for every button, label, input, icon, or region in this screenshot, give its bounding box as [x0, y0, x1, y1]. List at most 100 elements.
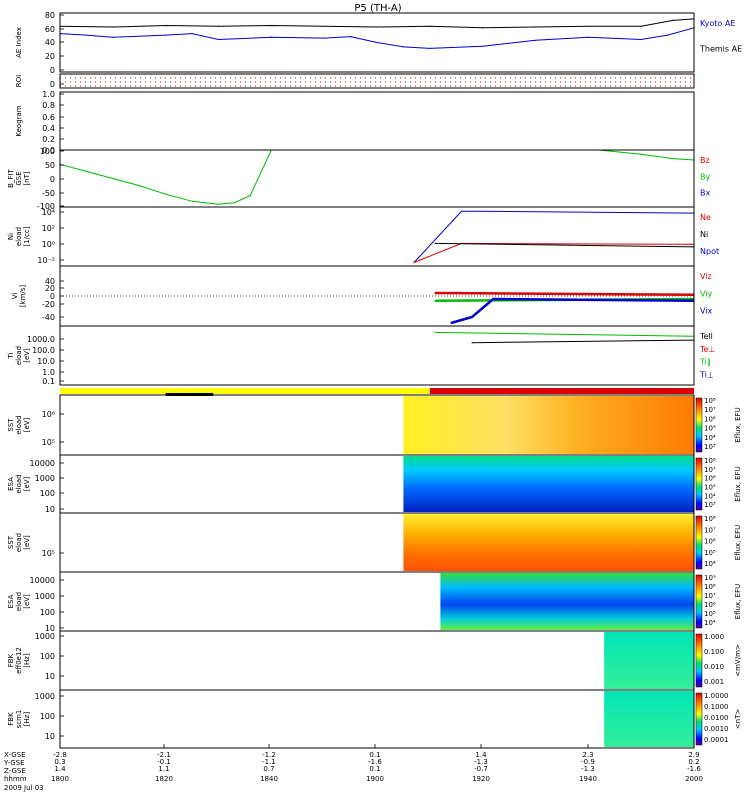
xtick-label-row-3: 1.1	[158, 765, 169, 773]
legend-ti-1: Tell	[699, 332, 713, 341]
series-line-by	[59, 149, 695, 205]
ytick-label-ti: 1.0	[42, 368, 55, 377]
legend-ni-1: Ne	[700, 213, 711, 222]
data-point-kyoto-ae	[323, 37, 325, 39]
colorbar-tick-esa_i: 10⁶	[704, 475, 716, 483]
colorbar-esa_e	[695, 574, 703, 629]
colorbar-tick-sst_i: 10⁷	[704, 406, 716, 414]
ylabel-bfit: GSE	[15, 171, 23, 185]
xtick-label-time: 1820	[155, 775, 173, 783]
xtick-label-row-3: -1.3	[581, 765, 595, 773]
ylabel-keogram: Keogram	[15, 105, 23, 136]
colorbar-fbk_e	[695, 633, 703, 688]
data-point-themis-ae	[270, 24, 272, 27]
colorbar-tick-esa_e: 10⁴	[704, 619, 716, 627]
xtick-label-time: 1940	[579, 775, 597, 783]
data-point-by	[85, 170, 87, 172]
xtick-label-row-2: -0.1	[157, 758, 171, 766]
ylabel-roi: ROI	[15, 75, 23, 87]
ylabel-ti: [eV]	[23, 348, 31, 363]
xaxis-row-label: Z-GSE	[4, 767, 26, 775]
ylabel-ni: [1/cc]	[23, 226, 31, 246]
legend-vi-1: Viz	[700, 272, 712, 281]
data-point-themis-ae	[672, 19, 674, 21]
ylabel-ae: AE Index	[15, 27, 23, 58]
ytick-label-esa_e: 1000	[35, 592, 55, 601]
spectrogram-sst_e	[403, 514, 694, 571]
data-point-by	[112, 177, 114, 180]
legend-ni-2: Ni	[700, 230, 708, 239]
colorbar-tick-sst_i: 10⁵	[704, 425, 716, 433]
data-point-themis-ae	[323, 25, 325, 27]
xaxis-row-label: Y-GSE	[3, 759, 25, 767]
data-point-kyoto-ae	[482, 45, 484, 47]
colorbar-tick-fbk_b: 0.0001	[704, 736, 729, 744]
xtick-label-time: 1800	[51, 775, 69, 783]
data-point-kyoto-ae	[85, 34, 87, 36]
data-point-by	[249, 195, 251, 197]
colorbar-tick-sst_i: 10⁴	[704, 434, 716, 442]
ylabel-fbk_b: FBK	[7, 712, 15, 726]
ytick-label-vi: 40	[45, 277, 55, 286]
xtick-label-row-1: -1.2	[262, 751, 276, 759]
ytick-label-sst_e: 10⁵	[42, 549, 55, 558]
ytick-label-ae: 80	[45, 11, 55, 20]
ytick-label-esa_e: 100	[40, 608, 55, 617]
ytick-label-fbk_e: 1000	[35, 632, 55, 641]
legend-ti-3: Ti∥	[699, 358, 711, 367]
ytick-label-ti: 1000.0	[27, 335, 55, 344]
ytick-label-bfit: 0	[50, 175, 55, 184]
ylabel-bfit: B_FIT	[7, 168, 15, 187]
plot-date: 2009 Jul 03	[4, 784, 44, 792]
panel-frame-roi	[59, 73, 695, 89]
ylabel-ni: Ni	[7, 233, 15, 240]
ylabel-sst_i: [eV]	[23, 417, 31, 432]
ylabel-esa_i: [eV]	[23, 476, 31, 491]
data-point-by	[640, 153, 642, 155]
data-point-themis-ae	[217, 25, 220, 27]
ytick-label-ni: 10⁻²	[37, 256, 55, 265]
ylabel-fbk_e: FBK	[7, 653, 15, 667]
colorbar-tick-fbk_e: 0.010	[704, 663, 724, 671]
data-point-viz	[434, 292, 436, 294]
ytick-label-bfit: -50	[42, 189, 55, 198]
data-point-by	[672, 158, 674, 160]
data-point-by	[191, 200, 193, 202]
colorbar-label-fbk_e: <mV/m>	[734, 644, 742, 677]
ylabel-fbk_b: scm1	[15, 710, 23, 729]
series-line-npot	[413, 210, 695, 263]
xtick-label-row-1: 0.1	[369, 751, 380, 759]
data-point-ni	[434, 242, 436, 244]
data-point-themis-ae	[640, 25, 642, 27]
plot-title: P5 (TH-A)	[354, 3, 401, 14]
colorbar-tick-sst_e: 10⁷	[704, 526, 716, 534]
ytick-label-ae: 20	[45, 52, 55, 61]
data-point-kyoto-ae	[429, 47, 431, 50]
colorbar-fbk_b	[695, 692, 703, 746]
ylabel-sst_i: eload	[15, 415, 23, 434]
data-point-by	[233, 202, 235, 204]
ytick-label-vi: 20	[45, 284, 55, 293]
ytick-label-roi: 0	[50, 80, 55, 89]
colorbar-tick-esa_i: 10³	[704, 501, 716, 509]
xaxis-row-label: hhmm	[4, 775, 27, 783]
ylabel-esa_i: ESA	[7, 477, 15, 491]
ytick-label-esa_i: 1000	[35, 474, 55, 483]
colorbar-tick-fbk_b: 0.0010	[704, 725, 729, 733]
colorbar-label-esa_i: Eflux, EFU	[734, 466, 742, 501]
data-point-ti-	[434, 331, 436, 333]
ytick-label-fbk_b: 10	[45, 732, 55, 741]
ytick-label-keogram: 1.0	[42, 90, 55, 99]
data-point-themis-ae	[587, 25, 589, 27]
ytick-label-ae: 0	[50, 66, 55, 75]
ytick-label-fbk_b: 100	[40, 712, 55, 721]
ytick-label-bfit: -100	[37, 202, 55, 211]
data-point-vix	[471, 316, 473, 318]
ytick-label-ti: 10.0	[37, 357, 55, 366]
colorbar-label-fbk_b: <nT>	[734, 709, 742, 730]
colorbar-tick-fbk_b: 1.0000	[704, 692, 729, 700]
xtick-label-row-3: 0.7	[263, 765, 274, 773]
ytick-label-fbk_e: 100	[40, 652, 55, 661]
